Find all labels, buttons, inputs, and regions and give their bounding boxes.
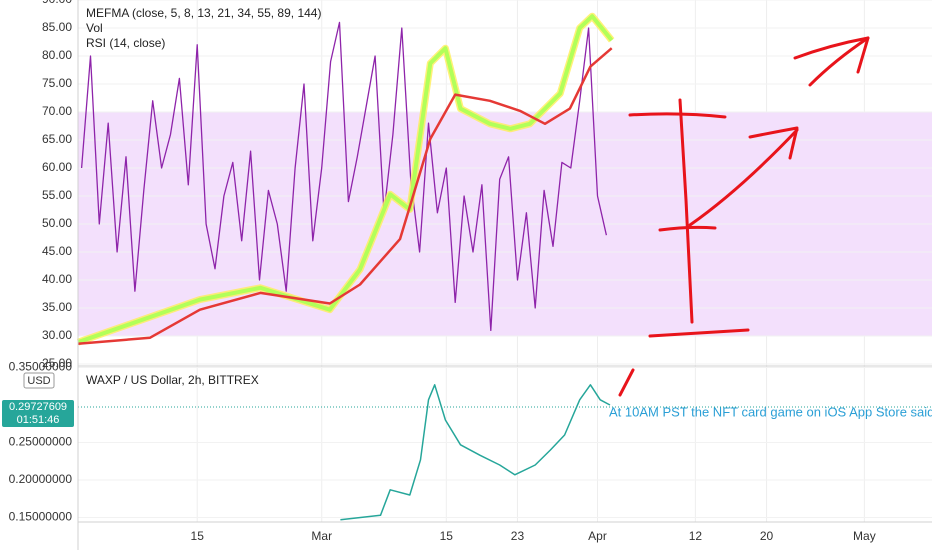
legend-entry: MEFMA (close, 5, 8, 13, 21, 34, 55, 89, … <box>86 6 321 20</box>
y-tick-label: 0.20000000 <box>9 472 73 486</box>
x-tick-label: 20 <box>760 529 774 543</box>
x-tick-label: May <box>853 529 876 543</box>
x-tick-label: Mar <box>311 529 332 543</box>
y-tick-label: 35.00 <box>42 300 72 314</box>
y-tick-label: 65.00 <box>42 132 72 146</box>
symbol-title: WAXP / US Dollar, 2h, BITTREX <box>86 373 259 387</box>
y-tick-label: 85.00 <box>42 20 72 34</box>
y-tick-label: 40.00 <box>42 272 72 286</box>
legend-entry: Vol <box>86 21 103 35</box>
y-tick-label: 60.00 <box>42 160 72 174</box>
series-line <box>77 47 613 346</box>
y-tick-label: 90.00 <box>42 0 72 6</box>
countdown: 01:51:46 <box>17 414 60 426</box>
annotation: At 10AM PST the NFT card game on iOS App… <box>609 404 932 419</box>
price-badge <box>2 400 74 428</box>
y-tick-label: 0.15000000 <box>9 510 73 524</box>
series-line <box>80 21 608 332</box>
y-tick-label: 25.00 <box>42 356 72 370</box>
y-tick-label: 0.35000000 <box>9 360 73 374</box>
y-tick-label: 70.00 <box>42 104 72 118</box>
x-tick-label: 23 <box>511 529 525 543</box>
series-line <box>77 14 614 345</box>
currency: USD <box>27 375 50 387</box>
y-tick-label: 0.25000000 <box>9 435 73 449</box>
x-tick-label: Apr <box>588 529 607 543</box>
y-tick-label: 45.00 <box>42 244 72 258</box>
x-tick-label: 15 <box>191 529 205 543</box>
y-tick-label: 50.00 <box>42 216 72 230</box>
x-tick-label: 12 <box>689 529 703 543</box>
y-tick-label: 55.00 <box>42 188 72 202</box>
y-tick-label: 30.00 <box>42 328 72 342</box>
currency-box <box>23 372 55 389</box>
y-tick-label: 80.00 <box>42 48 72 62</box>
legend-entry: RSI (14, close) <box>86 36 165 50</box>
last-price: 0.29727609 <box>9 401 67 413</box>
x-tick-label: 15 <box>440 529 454 543</box>
y-tick-label: 75.00 <box>42 76 72 90</box>
series-line <box>340 384 611 521</box>
hand-drawing <box>618 36 870 397</box>
